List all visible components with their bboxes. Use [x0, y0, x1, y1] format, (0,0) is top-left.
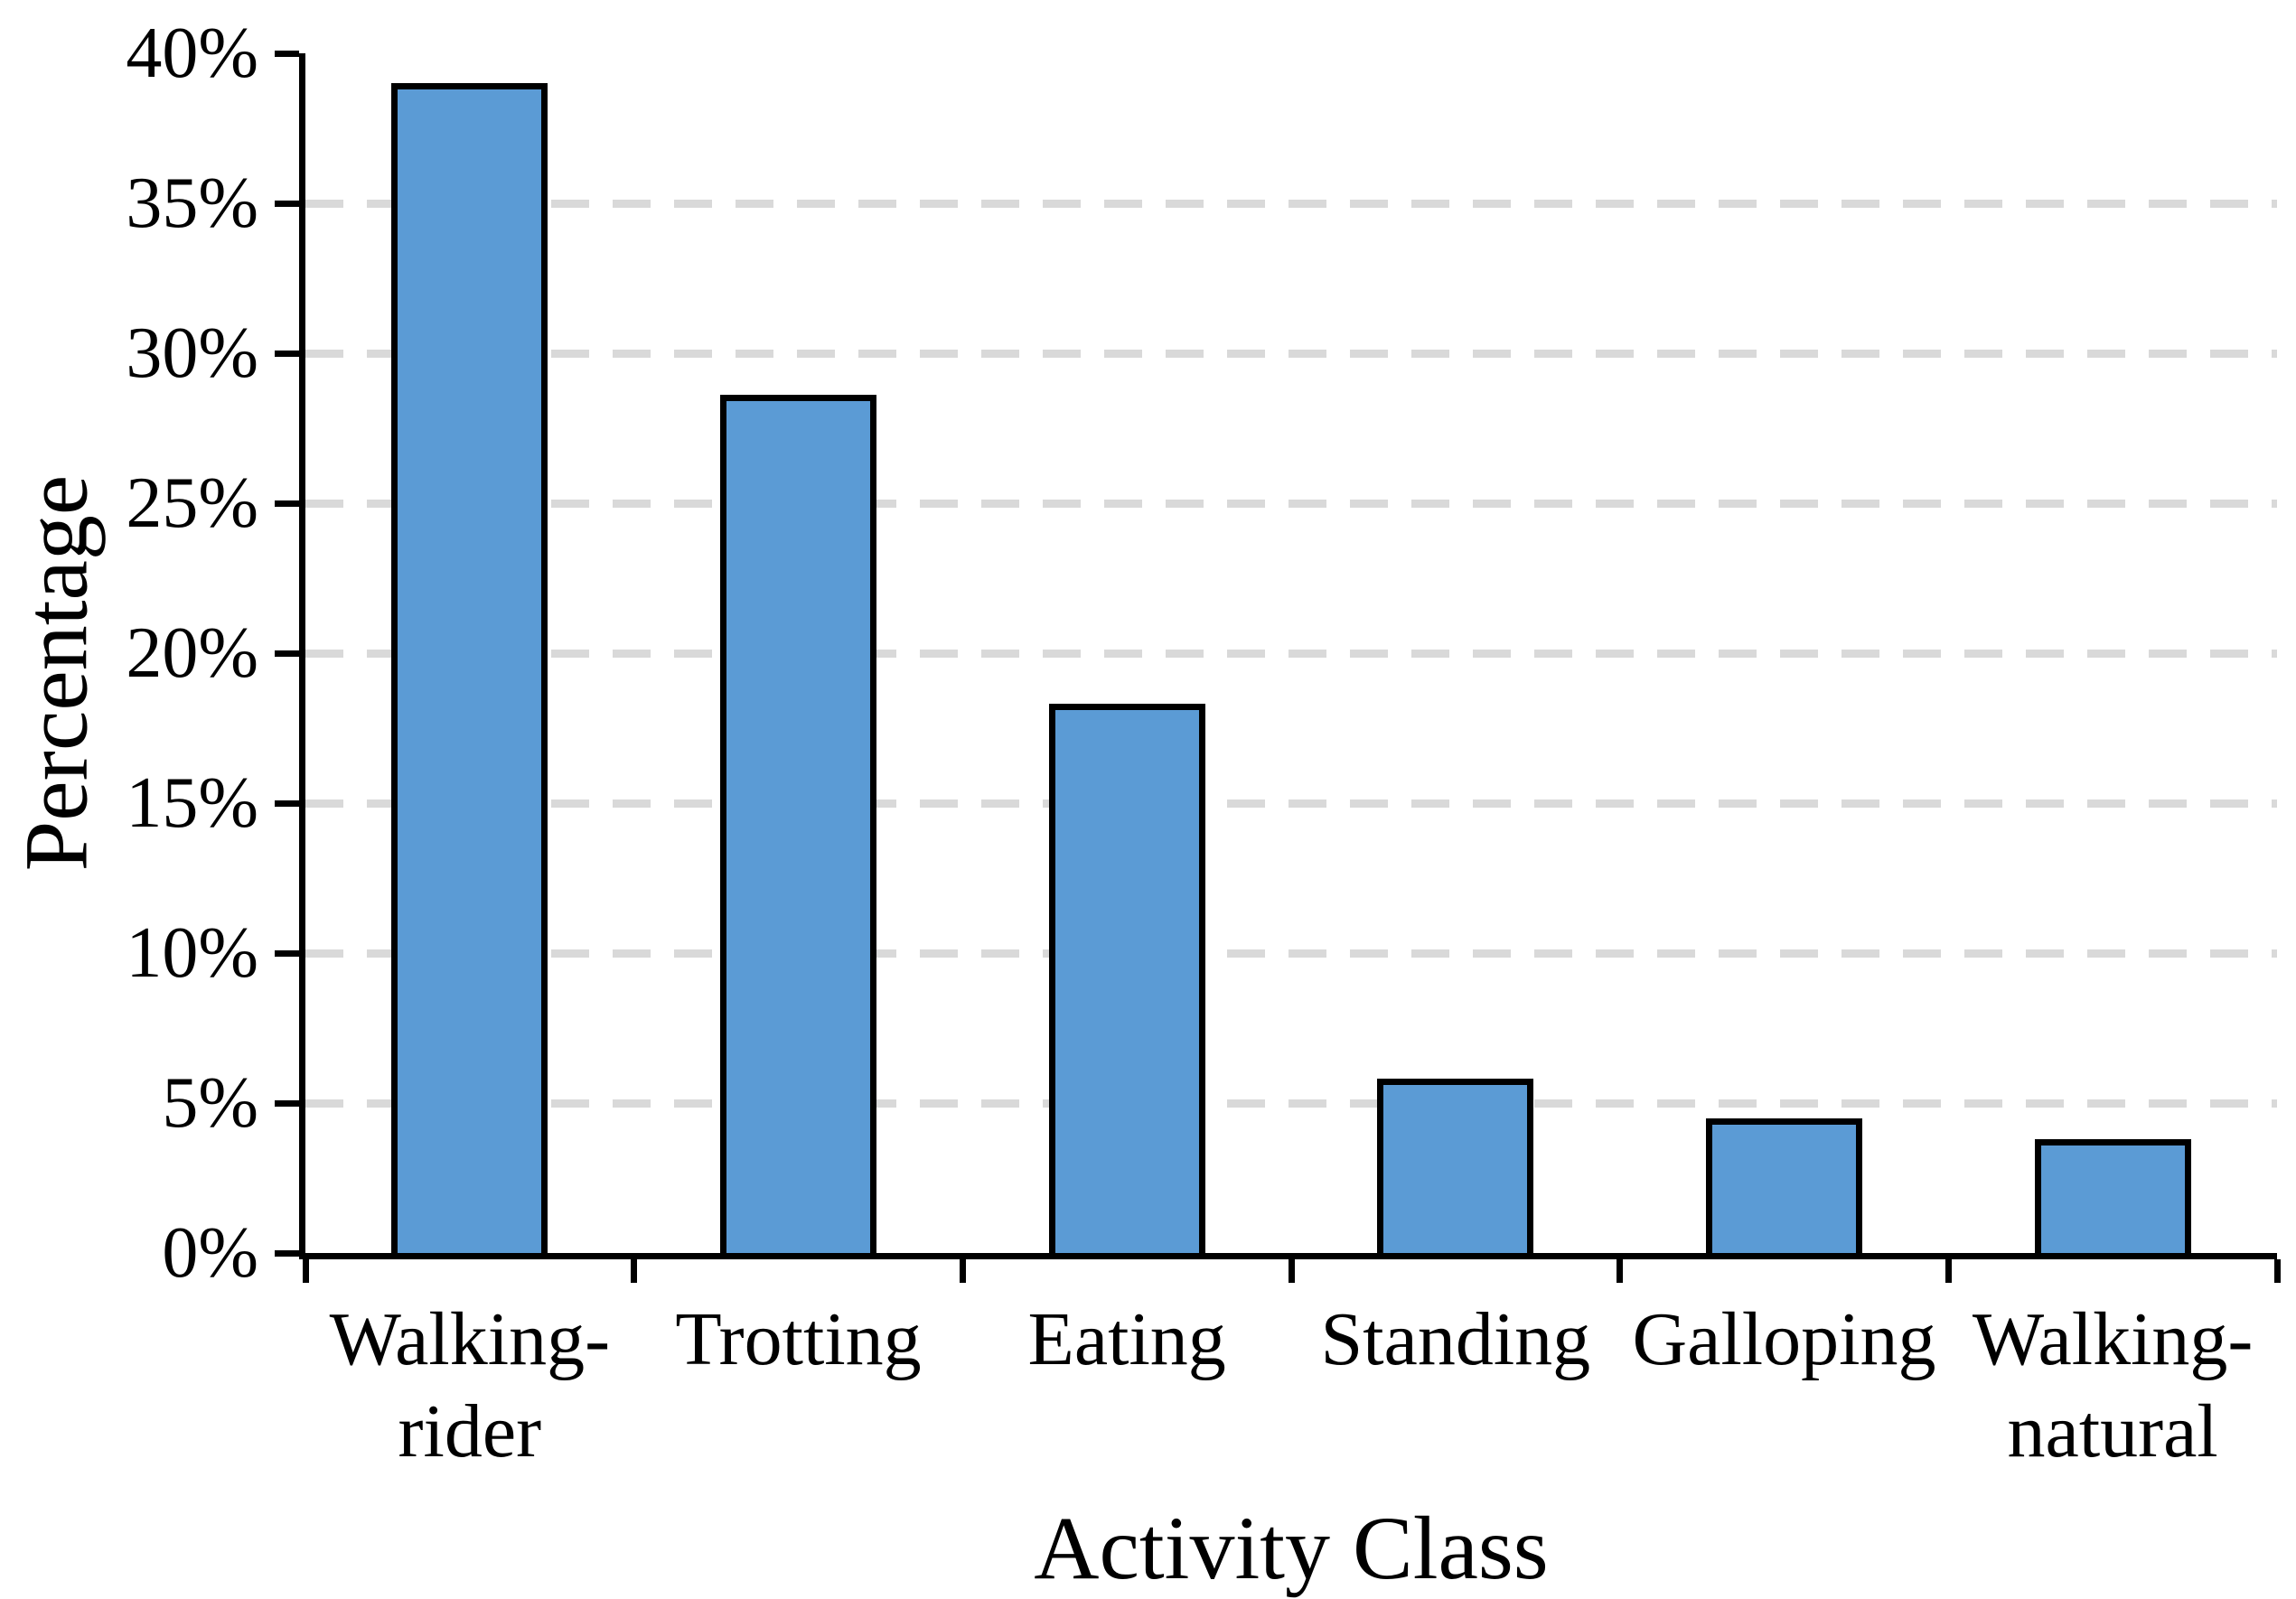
x-category-label: Standing: [1320, 1297, 1591, 1381]
y-axis-tick: [275, 500, 299, 507]
x-category-label: Walking-natural: [1972, 1297, 2254, 1474]
gridline-15pct: [305, 800, 2277, 808]
y-axis-tick: [275, 1249, 299, 1257]
bar-walking-rider: [391, 83, 548, 1253]
y-tick-label: 15%: [126, 763, 258, 843]
x-axis-tick: [1945, 1259, 1952, 1283]
x-axis-tick: [1288, 1259, 1295, 1283]
x-axis-tick: [302, 1259, 309, 1283]
bar-eating: [1048, 704, 1205, 1253]
y-tick-label: 10%: [126, 913, 258, 993]
y-tick-label: 5%: [162, 1063, 258, 1143]
x-axis-tick: [2273, 1259, 2281, 1283]
y-tick-label: 30%: [126, 313, 258, 393]
y-tick-label: 0%: [162, 1213, 258, 1293]
bar-standing: [1377, 1079, 1534, 1253]
plot-area: 0% 5% 10% 15% 20% 25% 30% 35% 40%: [126, 14, 2281, 1293]
gridline-25pct: [305, 500, 2277, 508]
y-axis-tick: [275, 800, 299, 807]
y-axis-tick: [275, 1099, 299, 1107]
bar-trotting: [720, 395, 876, 1253]
x-category-label: Eating: [1027, 1297, 1226, 1381]
gridline-5pct: [305, 1099, 2277, 1108]
bar-galloping: [1706, 1117, 1862, 1253]
gridline-35pct: [305, 200, 2277, 208]
y-tick-label: 40%: [126, 14, 258, 93]
y-axis-tick: [275, 949, 299, 957]
x-axis-title: Activity Class: [1034, 1498, 1549, 1598]
y-axis-tick: [275, 650, 299, 657]
y-tick-label: 20%: [126, 613, 258, 693]
x-axis-tick: [959, 1259, 966, 1283]
y-tick-label: 35%: [126, 164, 258, 243]
gridline-30pct: [305, 350, 2277, 358]
y-axis-tick: [275, 200, 299, 207]
gridline-20pct: [305, 650, 2277, 658]
x-category-label: Galloping: [1632, 1297, 1936, 1381]
y-tick-label: 25%: [126, 463, 258, 543]
x-axis-tick: [1617, 1259, 1624, 1283]
bar-walking-natural: [2034, 1138, 2191, 1253]
y-axis-tick: [275, 50, 299, 57]
x-category-label: Trotting: [675, 1297, 922, 1381]
gridline-10pct: [305, 949, 2277, 958]
x-axis-tick: [631, 1259, 638, 1283]
x-category-label: Walking-rider: [329, 1297, 611, 1474]
y-axis-tick: [275, 350, 299, 357]
